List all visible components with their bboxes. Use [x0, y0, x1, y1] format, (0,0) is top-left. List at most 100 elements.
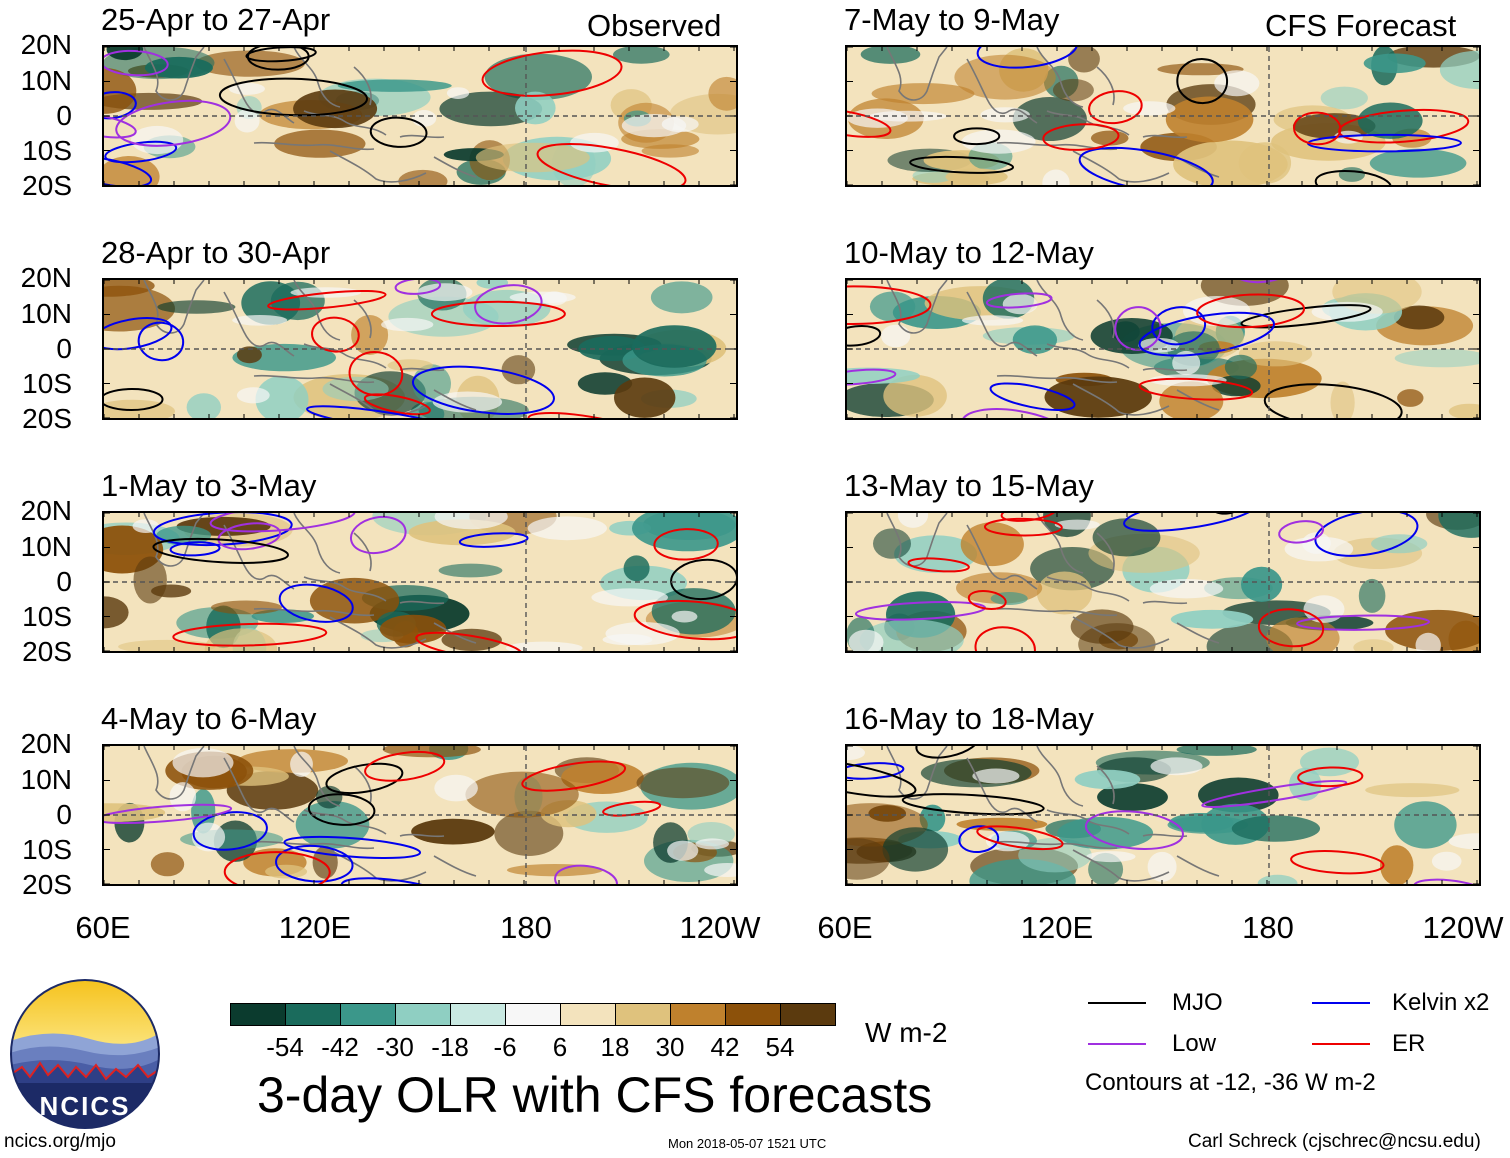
er-contour	[1297, 766, 1364, 788]
er-contour	[974, 626, 1036, 651]
olr-anomaly-wet	[869, 291, 916, 322]
colorbar-label: -30	[376, 1032, 414, 1062]
olr-anomaly-dry	[475, 142, 590, 173]
low-contour	[394, 280, 442, 295]
olr-anomaly-dry	[614, 377, 676, 418]
lat-label: 20N	[20, 262, 72, 293]
low-contour	[1084, 810, 1184, 850]
lon-label: 180	[1242, 910, 1294, 945]
olr-anomaly-dry	[1068, 47, 1100, 73]
lon-label: 120E	[1020, 910, 1094, 945]
olr-neutral-patch	[446, 87, 470, 99]
coastline	[1142, 600, 1188, 605]
low-contour	[1201, 779, 1348, 808]
olr-neutral-patch	[591, 588, 668, 607]
coastline	[353, 765, 372, 805]
lon-label: 120W	[1422, 910, 1504, 945]
coastline	[143, 513, 205, 567]
olr-neutral-patch	[1431, 851, 1462, 871]
olr-anomaly-wet	[847, 367, 920, 384]
olr-map-panel	[845, 511, 1481, 653]
kelvin-contour	[283, 835, 422, 859]
mjo-contour	[325, 762, 404, 795]
olr-anomaly-dry	[236, 346, 262, 364]
olr-anomaly-dry	[871, 83, 975, 105]
mjo-contour	[152, 537, 289, 564]
olr-anomaly-dry	[1266, 617, 1340, 651]
er-contour	[267, 289, 387, 311]
olr-anomaly-wet	[632, 513, 736, 552]
coastline	[1072, 849, 1170, 882]
olr-neutral-patch	[434, 774, 478, 802]
er-contour	[847, 107, 892, 138]
er-contour	[1290, 850, 1385, 875]
colorbar-swatch	[725, 1003, 781, 1026]
colorbar-swatch	[450, 1003, 506, 1026]
kelvin-contour	[458, 532, 529, 548]
lon-label: 180	[500, 910, 552, 945]
mjo-contour	[245, 47, 317, 63]
olr-neutral-patch	[1147, 851, 1177, 882]
low-contour	[209, 513, 356, 533]
mjo-contour	[901, 793, 1045, 816]
olr-map-panel	[102, 511, 738, 653]
coastline	[1046, 110, 1130, 136]
olr-anomaly-wet	[1363, 53, 1426, 74]
coastline	[253, 374, 375, 384]
coastline	[1176, 389, 1220, 411]
er-contour	[172, 622, 328, 647]
er-contour	[653, 528, 719, 561]
low-contour	[1114, 306, 1162, 351]
er-contour	[311, 316, 360, 353]
kelvin-contour	[989, 382, 1076, 412]
olr-anomaly-wet	[1097, 783, 1168, 811]
er-contour	[1293, 111, 1342, 146]
coastline	[1036, 280, 1084, 341]
coastline	[1046, 576, 1130, 602]
kelvin-contour	[137, 321, 185, 362]
lat-label: 20N	[20, 29, 72, 60]
olr-anomaly-dry	[1052, 78, 1094, 102]
olr-anomaly-dry	[507, 864, 603, 877]
olr-anomaly-dry	[351, 315, 389, 355]
panel-title: 4-May to 6-May	[101, 701, 317, 736]
coastline	[353, 299, 372, 339]
olr-neutral-patch	[1042, 169, 1070, 185]
olr-neutral-patch	[667, 840, 699, 861]
olr-anomaly-wet	[1394, 349, 1479, 368]
olr-anomaly-dry	[133, 556, 167, 604]
olr-neutral-patch	[1002, 294, 1038, 315]
olr-anomaly-dry	[312, 846, 338, 879]
kelvin-contour	[847, 762, 905, 780]
olr-anomaly-dry	[1238, 341, 1313, 367]
olr-anomaly-wet	[144, 56, 213, 79]
olr-neutral-patch	[962, 315, 1024, 326]
coastline	[293, 746, 341, 807]
olr-anomaly-wet	[894, 535, 978, 573]
olr-anomaly-dry	[211, 600, 282, 615]
er-contour	[1196, 293, 1306, 329]
panel-title: 7-May to 9-May	[844, 2, 1060, 37]
mjo-contour	[1176, 58, 1229, 105]
olr-neutral-patch	[848, 629, 884, 651]
coastline	[253, 607, 375, 617]
coastline	[1046, 343, 1130, 369]
olr-anomaly-wet	[1439, 50, 1479, 90]
colorbar-label: -18	[431, 1032, 469, 1062]
olr-anomaly-dry	[1393, 305, 1445, 330]
kelvin-contour	[958, 825, 1000, 854]
olr-anomaly-dry	[956, 817, 1048, 831]
er-contour	[223, 851, 331, 884]
olr-neutral-patch	[505, 641, 583, 651]
low-contour	[847, 368, 897, 386]
low-contour	[985, 292, 1053, 309]
olr-neutral-patch	[570, 132, 619, 153]
olr-neutral-patch	[234, 109, 260, 133]
coastline	[293, 513, 341, 574]
olr-neutral-patch	[847, 746, 865, 761]
olr-map-panel	[102, 744, 738, 886]
low-contour	[1225, 280, 1301, 284]
olr-anomaly-wet	[1012, 325, 1058, 354]
kelvin-contour	[1123, 513, 1260, 532]
column-label-forecast: CFS Forecast	[1265, 8, 1457, 43]
